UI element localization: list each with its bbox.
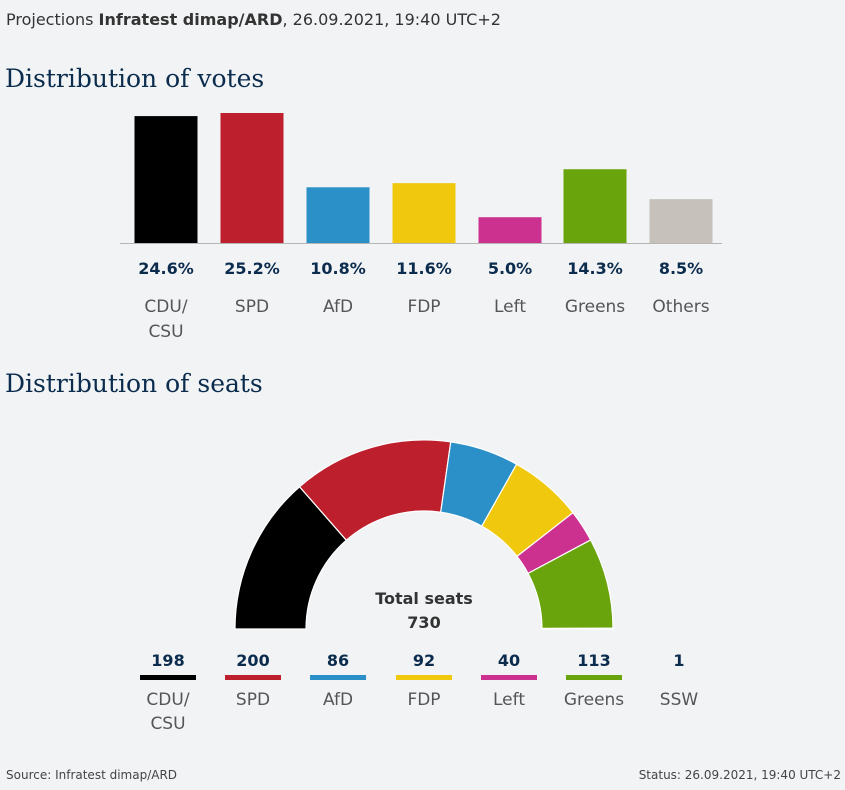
vote-bar-fdp — [392, 183, 456, 243]
seat-segment-greens — [527, 539, 614, 630]
vote-label-spd: SPD — [235, 297, 269, 317]
seat-label-cdu-csu: CDU/ — [146, 690, 189, 710]
seat-value-left: 40 — [498, 651, 520, 670]
vote-label-cdu-csu: CDU/ — [144, 297, 187, 317]
seat-segment-ssw — [541, 627, 614, 630]
header-date: , 26.09.2021, 19:40 UTC+2 — [282, 10, 501, 29]
vote-bar-left — [478, 217, 542, 243]
seat-legend-swatch-greens — [566, 675, 622, 680]
seat-value-cdu-csu: 198 — [151, 651, 184, 670]
vote-value-spd: 25.2% — [224, 259, 280, 278]
seat-legend-swatch-spd — [225, 675, 281, 680]
seat-label-greens: Greens — [564, 690, 624, 710]
vote-value-left: 5.0% — [488, 259, 532, 278]
vote-value-fdp: 11.6% — [396, 259, 452, 278]
seat-label-ssw: SSW — [660, 690, 699, 710]
total-seats-label: Total seats — [375, 589, 473, 608]
header-prefix: Projections — [6, 10, 94, 29]
vote-label-afd: AfD — [323, 297, 353, 317]
vote-value-greens: 14.3% — [567, 259, 623, 278]
seat-value-greens: 113 — [577, 651, 610, 670]
seat-value-afd: 86 — [327, 651, 349, 670]
seat-legend-swatch-cdu-csu — [140, 675, 196, 680]
seat-value-ssw: 1 — [673, 651, 684, 670]
projection-header: Projections Infratest dimap/ARD, 26.09.2… — [6, 10, 501, 29]
seat-value-spd: 200 — [236, 651, 269, 670]
seat-segment-afd — [440, 441, 518, 527]
seat-label-afd: AfD — [323, 690, 353, 710]
vote-bar-afd — [306, 187, 370, 243]
header-source: Infratest dimap/ARD — [98, 10, 283, 29]
seat-label-left: Left — [493, 690, 525, 710]
seat-segment-cdu-csu — [234, 485, 348, 630]
seat-legend-swatch-left — [481, 675, 537, 680]
vote-value-others: 8.5% — [659, 259, 703, 278]
vote-bar-cdu-csu — [134, 116, 198, 243]
vote-label-fdp: FDP — [407, 297, 440, 317]
seat-segment-left — [516, 511, 592, 575]
seat-value-fdp: 92 — [413, 651, 435, 670]
vote-value-afd: 10.8% — [310, 259, 366, 278]
votes-title: Distribution of votes — [5, 64, 265, 93]
source-note: Source: Infratest dimap/ARD — [6, 768, 178, 782]
seat-segment-spd — [298, 439, 452, 542]
seat-legend-swatch-fdp — [396, 675, 452, 680]
total-seats-value: 730 — [407, 613, 440, 632]
votes-bar-chart: 24.6% CDU/CSU 25.2% SPD 10.8% AfD 11.6% FDP 5.0%… — [120, 113, 722, 342]
seat-legend-swatch-afd — [310, 675, 366, 680]
seat-segment-fdp — [481, 463, 574, 558]
vote-label-left: Left — [494, 297, 526, 317]
seats-title: Distribution of seats — [5, 369, 263, 398]
seat-label-spd: SPD — [236, 690, 270, 710]
status-note: Status: 26.09.2021, 19:40 UTC+2 — [638, 768, 841, 782]
seat-label-fdp: FDP — [407, 690, 440, 710]
vote-label-others: Others — [652, 297, 709, 317]
vote-bar-others — [649, 199, 713, 243]
vote-label-greens: Greens — [565, 297, 625, 317]
vote-value-cdu-csu: 24.6% — [138, 259, 194, 278]
seat-label-cdu-csu-line2: CSU — [150, 714, 185, 734]
vote-label-cdu-csu-line2: CSU — [148, 322, 183, 342]
vote-bar-spd — [220, 113, 284, 243]
vote-bar-greens — [563, 169, 627, 243]
